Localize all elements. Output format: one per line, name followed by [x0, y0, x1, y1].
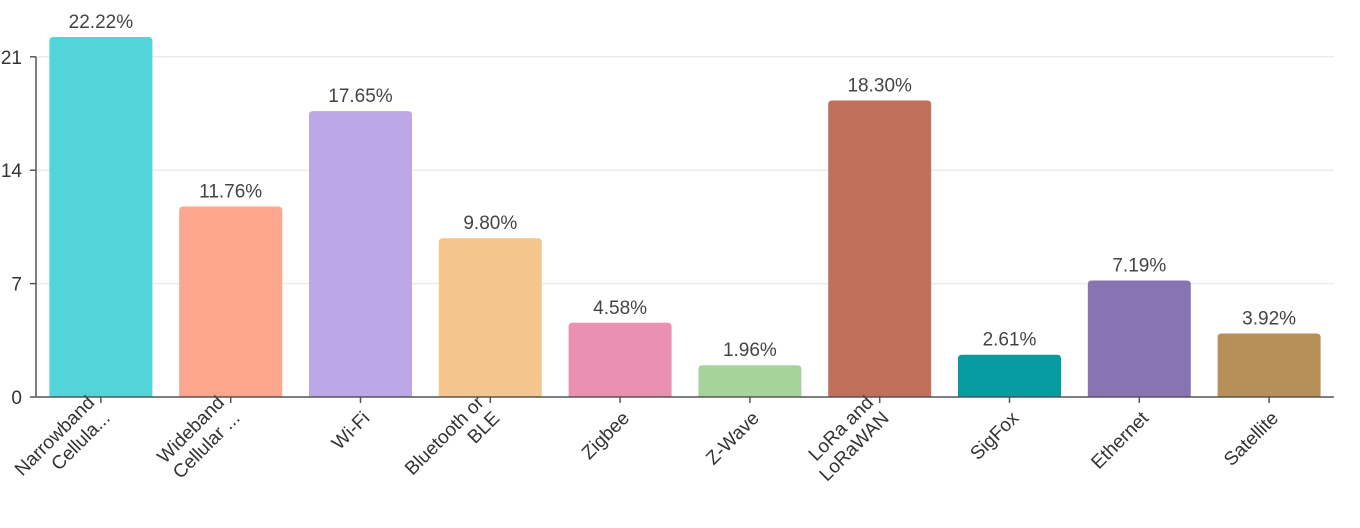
bar	[179, 206, 283, 397]
x-tick-label-line: Zigbee	[578, 408, 634, 464]
y-axis-ticks: 0 7 14 21	[1, 48, 36, 409]
value-labels: 22.22% 11.76% 17.65% 9.80% 4.58% 1.96% 18.30% 2…	[69, 12, 1296, 361]
y-tick-label: 7	[11, 275, 22, 296]
data-label: 1.96%	[723, 340, 777, 361]
y-tick-label: 21	[1, 48, 22, 69]
x-tick-label: Satellite	[1220, 408, 1283, 471]
x-tick-label: NarrowbandCellula...	[11, 392, 115, 480]
bar	[568, 322, 672, 397]
y-tick-label: 0	[11, 388, 22, 409]
data-label: 2.61%	[983, 330, 1037, 351]
bar	[309, 111, 412, 397]
data-label: 9.80%	[463, 213, 517, 234]
x-tick-label-line: SigFox	[967, 408, 1024, 465]
bar	[438, 238, 542, 397]
x-tick-label-line: Wi-Fi	[328, 408, 374, 454]
x-tick-label-line: Ethernet	[1087, 407, 1153, 473]
bars	[49, 37, 1321, 397]
x-tick-label: Zigbee	[578, 408, 634, 464]
y-tick-label: 14	[1, 161, 23, 182]
bar	[1087, 280, 1191, 397]
x-tick-label: Ethernet	[1087, 407, 1153, 473]
x-tick-label: Wi-Fi	[328, 408, 374, 454]
data-label: 7.19%	[1112, 256, 1166, 277]
data-label: 18.30%	[847, 76, 912, 97]
x-tick-label: Z-Wave	[702, 408, 763, 469]
bar	[698, 365, 802, 397]
data-label: 4.58%	[593, 298, 647, 319]
data-label: 22.22%	[69, 12, 134, 33]
x-tick-label: WidebandCellular ...	[154, 392, 245, 483]
data-label: 11.76%	[199, 181, 262, 202]
x-tick-label-line: Satellite	[1220, 408, 1283, 471]
bar	[49, 37, 153, 397]
data-label: 3.92%	[1242, 308, 1296, 329]
bar	[958, 354, 1061, 397]
bar	[828, 100, 932, 397]
x-tick-label: SigFox	[967, 408, 1024, 465]
bar	[1217, 333, 1321, 397]
data-label: 17.65%	[328, 86, 393, 107]
x-tick-label-line: Z-Wave	[702, 408, 763, 469]
